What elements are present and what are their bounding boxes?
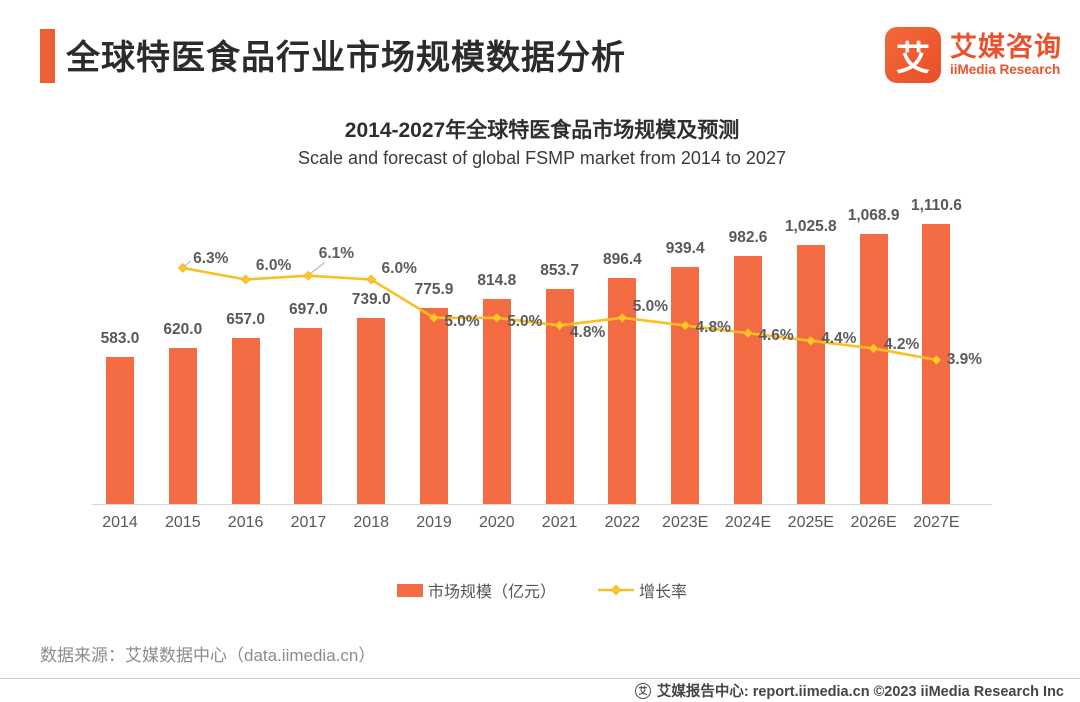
growth-rate-label: 4.4% [821, 329, 857, 347]
growth-rate-line [177, 260, 942, 365]
x-tick-2016: 2016 [227, 514, 264, 531]
bar-value-label: 1,110.6 [910, 197, 962, 214]
growth-rate-label: 5.0% [507, 312, 543, 330]
x-tick-2021: 2021 [541, 514, 578, 531]
bar-value-label: 620.0 [163, 321, 203, 338]
x-tick-2023E: 2023E [662, 514, 709, 531]
growth-rate-label: 6.3% [193, 250, 229, 267]
bar-2018 [357, 318, 386, 504]
x-tick-2026E: 2026E [850, 514, 897, 531]
legend-bar-label: 市场规模（亿元） [427, 584, 556, 601]
chart-legend: 市场规模（亿元） 增长率 [92, 578, 992, 602]
x-tick-2015: 2015 [165, 514, 201, 531]
bar-2019 [420, 308, 448, 504]
footer-text: 艾媒报告中心: report.iimedia.cn ©2023 iiMedia … [656, 684, 1064, 700]
legend-line-label: 增长率 [639, 584, 688, 601]
label-leader-line [310, 262, 325, 275]
bar-value-label: 583.0 [100, 330, 140, 347]
x-tick-2027E: 2027E [913, 514, 960, 531]
growth-rate-label: 4.6% [758, 327, 794, 345]
logo-name-en: iiMedia Research [950, 62, 1061, 78]
growth-rate-label: 4.8% [569, 324, 606, 342]
growth-rate-label: 4.2% [883, 336, 920, 354]
bar-2024E [734, 256, 762, 504]
growth-rate-label: 6.0% [381, 259, 417, 277]
growth-rate-label: 5.0% [632, 297, 669, 315]
bar-value-label: 814.8 [477, 272, 517, 289]
bar-value-label: 697.0 [288, 301, 328, 318]
bar-2026E [859, 234, 888, 504]
x-tick-2020: 2020 [479, 514, 515, 531]
x-tick-2019: 2019 [416, 514, 452, 531]
bar-value-label: 896.4 [602, 251, 642, 268]
growth-rate-label: 6.0% [255, 256, 292, 274]
page-header: 全球特医食品行业市场规模数据分析 艾 艾媒咨询 iiMedia Research [40, 26, 1062, 88]
source-note: 数据来源：艾媒数据中心（data.iimedia.cn） [40, 646, 376, 665]
growth-point-marker [303, 270, 314, 281]
chart-subtitle: Scale and forecast of global FSMP market… [298, 148, 786, 168]
bar-2017 [294, 328, 323, 504]
bar-value-label: 853.7 [540, 262, 579, 279]
bar-value-label: 739.0 [351, 291, 391, 308]
label-leader-line [184, 260, 192, 267]
bar-2025E [796, 245, 825, 504]
iimedia-footer-icon: 艾 [634, 682, 651, 699]
x-tick-2017: 2017 [290, 514, 327, 531]
growth-rate-label: 5.0% [444, 312, 480, 330]
x-tick-2025E: 2025E [787, 514, 834, 531]
growth-rate-label: 3.9% [946, 350, 983, 368]
growth-point-marker [366, 274, 377, 285]
bar-value-label: 775.9 [414, 281, 454, 298]
logo-name-cn: 艾媒咨询 [950, 31, 1062, 62]
growth-rate-label: 6.1% [318, 244, 355, 262]
title-accent-bar [40, 29, 55, 83]
plot-area: 583.0 2014 620.0 2015 657.0 2016 697.0 2017 739.… [92, 195, 992, 531]
x-tick-2018: 2018 [353, 514, 389, 531]
iimedia-logo: 艾 艾媒咨询 iiMedia Research [885, 27, 1062, 83]
x-tick-2022: 2022 [604, 514, 641, 531]
bar-2023E [671, 267, 700, 504]
bar-2016 [231, 338, 260, 504]
page-title: 全球特医食品行业市场规模数据分析 [66, 39, 626, 77]
legend-item-growth-rate: 增长率 [598, 578, 687, 602]
bar-value-label: 939.4 [665, 240, 705, 257]
growth-point-marker [240, 274, 251, 285]
chart-title: 2014-2027年全球特医食品市场规模及预测 [344, 119, 740, 142]
bar-2014 [106, 357, 134, 504]
bar-value-label: 657.0 [226, 311, 265, 328]
x-tick-2024E: 2024E [724, 514, 772, 531]
growth-point-marker [177, 263, 188, 273]
growth-rate-label: 4.8% [695, 319, 731, 337]
legend-line-swatch [598, 584, 634, 596]
legend-item-market-scale: 市场规模（亿元） [396, 578, 556, 602]
logo-text: 艾媒咨询 iiMedia Research [950, 31, 1062, 78]
bar-value-label: 982.6 [728, 229, 768, 246]
page-footer: 艾 艾媒报告中心: report.iimedia.cn ©2023 iiMedi… [0, 678, 1080, 702]
bar-value-label: 1,068.9 [847, 207, 900, 224]
legend-bar-swatch [396, 583, 423, 597]
bar-2015 [168, 348, 197, 504]
bar-value-label: 1,025.8 [784, 218, 837, 235]
x-tick-2014: 2014 [102, 514, 138, 531]
iimedia-logo-icon: 艾 [885, 27, 941, 83]
bar-2021 [545, 289, 574, 504]
